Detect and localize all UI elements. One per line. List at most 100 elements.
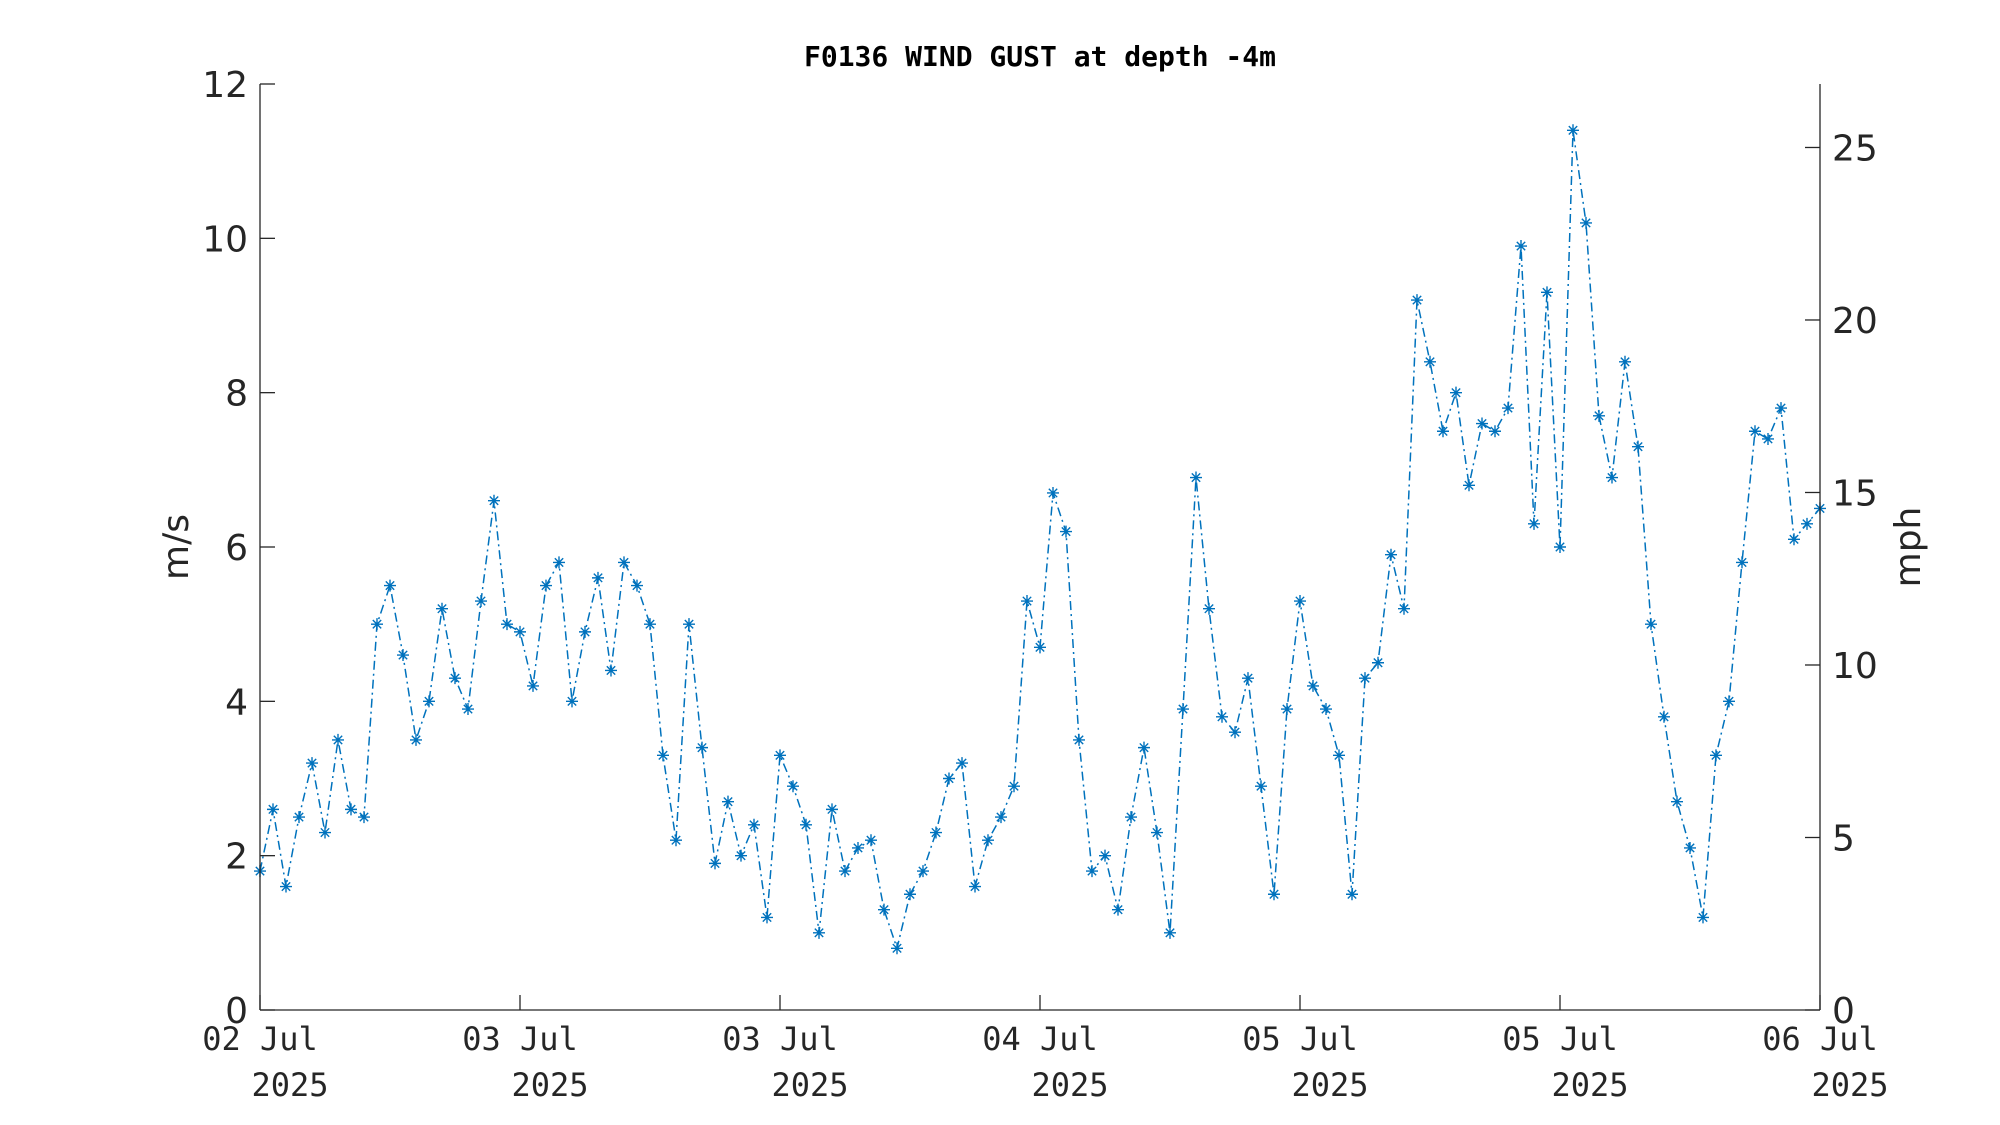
x-tick-label-date: 02 Jul bbox=[202, 1020, 318, 1058]
data-point-marker bbox=[1788, 533, 1800, 546]
data-point-marker bbox=[1541, 286, 1553, 299]
data-point-marker bbox=[891, 942, 903, 955]
y-tick-label-right: 25 bbox=[1832, 128, 1878, 169]
data-point-marker bbox=[709, 857, 721, 870]
data-point-marker bbox=[956, 757, 968, 770]
data-point-marker bbox=[1658, 710, 1670, 723]
data-point-marker bbox=[475, 595, 487, 608]
data-point-marker bbox=[644, 618, 656, 631]
data-point-marker bbox=[1346, 888, 1358, 901]
y-tick-label-left: 2 bbox=[225, 837, 248, 878]
x-tick-label-year: 2025 bbox=[771, 1066, 848, 1104]
data-point-marker bbox=[1463, 479, 1475, 492]
data-point-marker bbox=[1411, 294, 1423, 307]
data-point-marker bbox=[540, 579, 552, 592]
data-point-marker bbox=[1008, 780, 1020, 793]
data-point-marker bbox=[748, 818, 760, 831]
x-tick-label-year: 2025 bbox=[1031, 1066, 1108, 1104]
data-point-marker bbox=[1710, 749, 1722, 762]
data-point-marker bbox=[969, 880, 981, 893]
data-point-marker bbox=[1606, 471, 1618, 484]
data-point-marker bbox=[527, 679, 539, 692]
data-point-marker bbox=[1320, 703, 1332, 716]
data-point-marker bbox=[488, 494, 500, 507]
data-point-marker bbox=[1749, 425, 1761, 438]
chart-title: F0136 WIND GUST at depth -4m bbox=[804, 40, 1276, 73]
data-point-marker bbox=[657, 749, 669, 762]
data-point-marker bbox=[1151, 826, 1163, 839]
data-point-marker bbox=[1216, 710, 1228, 723]
data-point-marker bbox=[306, 757, 318, 770]
data-point-marker bbox=[852, 841, 864, 854]
data-point-marker bbox=[1762, 432, 1774, 445]
x-tick-label-date: 05 Jul bbox=[1502, 1020, 1618, 1058]
data-point-marker bbox=[1268, 888, 1280, 901]
data-point-marker bbox=[514, 625, 526, 638]
data-point-marker bbox=[1684, 841, 1696, 854]
data-point-marker bbox=[1424, 355, 1436, 368]
data-point-marker bbox=[826, 803, 838, 816]
data-point-marker bbox=[1073, 733, 1085, 746]
x-tick-label-year: 2025 bbox=[1291, 1066, 1368, 1104]
x-tick-label-year: 2025 bbox=[1551, 1066, 1628, 1104]
y-tick-label-left: 10 bbox=[202, 219, 248, 260]
y-tick-label-left: 0 bbox=[225, 991, 248, 1032]
data-point-marker bbox=[358, 811, 370, 824]
data-point-marker bbox=[904, 888, 916, 901]
data-point-marker bbox=[267, 803, 279, 816]
data-point-marker bbox=[1619, 355, 1631, 368]
y-tick-label-left: 4 bbox=[225, 682, 248, 723]
data-point-marker bbox=[436, 602, 448, 615]
data-point-marker bbox=[1359, 672, 1371, 685]
data-point-marker bbox=[1723, 695, 1735, 708]
data-point-marker bbox=[735, 849, 747, 862]
x-tick-label-date: 06 Jul bbox=[1762, 1020, 1878, 1058]
data-point-marker bbox=[397, 649, 409, 662]
data-point-marker bbox=[787, 780, 799, 793]
y-tick-label-right: 20 bbox=[1832, 301, 1878, 342]
data-point-marker bbox=[995, 811, 1007, 824]
data-point-marker bbox=[1229, 726, 1241, 739]
y-tick-label-left: 8 bbox=[225, 374, 248, 415]
data-point-marker bbox=[943, 772, 955, 785]
data-point-marker bbox=[1372, 656, 1384, 669]
data-point-marker bbox=[618, 556, 630, 569]
data-point-marker bbox=[1294, 595, 1306, 608]
data-point-marker bbox=[800, 818, 812, 831]
x-tick-label-year: 2025 bbox=[251, 1066, 328, 1104]
x-tick-label-date: 05 Jul bbox=[1242, 1020, 1358, 1058]
data-point-marker bbox=[1398, 602, 1410, 615]
data-point-marker bbox=[722, 795, 734, 808]
y-tick-label-right: 0 bbox=[1832, 991, 1855, 1032]
data-point-marker bbox=[1528, 517, 1540, 530]
data-point-marker bbox=[371, 618, 383, 631]
data-point-marker bbox=[1554, 541, 1566, 553]
data-point-marker bbox=[1138, 741, 1150, 754]
y-tick-label-left: 6 bbox=[225, 528, 248, 569]
data-point-marker bbox=[1255, 780, 1267, 793]
data-point-marker bbox=[982, 834, 994, 847]
data-point-marker bbox=[1034, 641, 1046, 654]
data-point-marker bbox=[1736, 556, 1748, 569]
x-tick-label-date: 04 Jul bbox=[982, 1020, 1098, 1058]
data-point-marker bbox=[1164, 926, 1176, 939]
data-point-marker bbox=[761, 911, 773, 924]
x-tick-label-year: 2025 bbox=[511, 1066, 588, 1104]
data-point-marker bbox=[1515, 240, 1527, 253]
data-point-marker bbox=[774, 749, 786, 762]
data-point-marker bbox=[670, 834, 682, 847]
y-tick-label-right: 15 bbox=[1832, 473, 1878, 514]
y-tick-label-right: 5 bbox=[1832, 818, 1855, 859]
x-tick-label-date: 03 Jul bbox=[722, 1020, 838, 1058]
data-point-marker bbox=[696, 741, 708, 754]
y-tick-label-right: 10 bbox=[1832, 646, 1878, 687]
y-tick-label-left: 12 bbox=[202, 65, 248, 106]
data-point-marker bbox=[410, 733, 422, 746]
data-point-marker bbox=[1190, 471, 1202, 484]
data-point-marker bbox=[1333, 749, 1345, 762]
data-point-marker bbox=[1086, 865, 1098, 878]
data-point-marker bbox=[1125, 811, 1137, 824]
data-point-marker bbox=[1203, 602, 1215, 615]
data-point-marker bbox=[423, 695, 435, 708]
